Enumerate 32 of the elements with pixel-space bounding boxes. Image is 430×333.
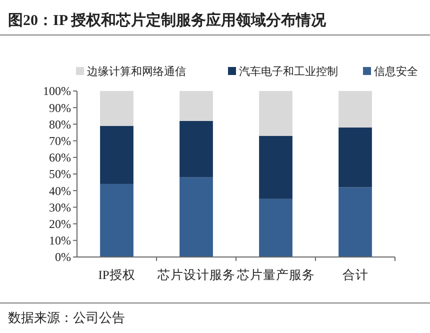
source-note: 数据来源：公司公告 [8, 310, 125, 325]
y-tick-label: 10% [49, 234, 71, 248]
bar [100, 184, 134, 257]
bar [338, 128, 372, 188]
bar [338, 91, 372, 128]
legend-label: 信息安全 [374, 65, 418, 78]
bar [100, 91, 134, 126]
bar [180, 91, 213, 121]
y-tick-label: 0% [55, 250, 71, 264]
y-tick-label: 40% [49, 184, 71, 198]
x-tick-label: 芯片量产服务 [236, 268, 315, 282]
bar [338, 187, 372, 257]
bar [180, 120, 213, 178]
legend-label: 汽车电子和工业控制 [239, 65, 338, 78]
y-tick-label: 60% [49, 150, 71, 165]
bar [100, 126, 134, 184]
bar [180, 177, 213, 257]
bar [259, 198, 292, 257]
bar [259, 136, 292, 199]
y-tick-label: 20% [49, 217, 71, 231]
y-tick-label: 80% [49, 117, 71, 132]
chart-title: 图20：IP 授权和芯片定制服务应用领域分布情况 [8, 11, 327, 29]
x-tick-label: 合计 [342, 268, 368, 282]
x-tick-label: IP授权 [98, 268, 136, 282]
legend-label: 边缘计算和网络通信 [87, 65, 186, 78]
y-tick-label: 30% [49, 200, 71, 214]
x-tick-label: 芯片设计服务 [156, 268, 236, 282]
y-tick-label: 100% [43, 84, 71, 98]
y-tick-label: 50% [49, 167, 71, 182]
y-tick-label: 90% [49, 100, 71, 115]
bar [259, 91, 292, 136]
y-tick-label: 70% [49, 134, 71, 148]
